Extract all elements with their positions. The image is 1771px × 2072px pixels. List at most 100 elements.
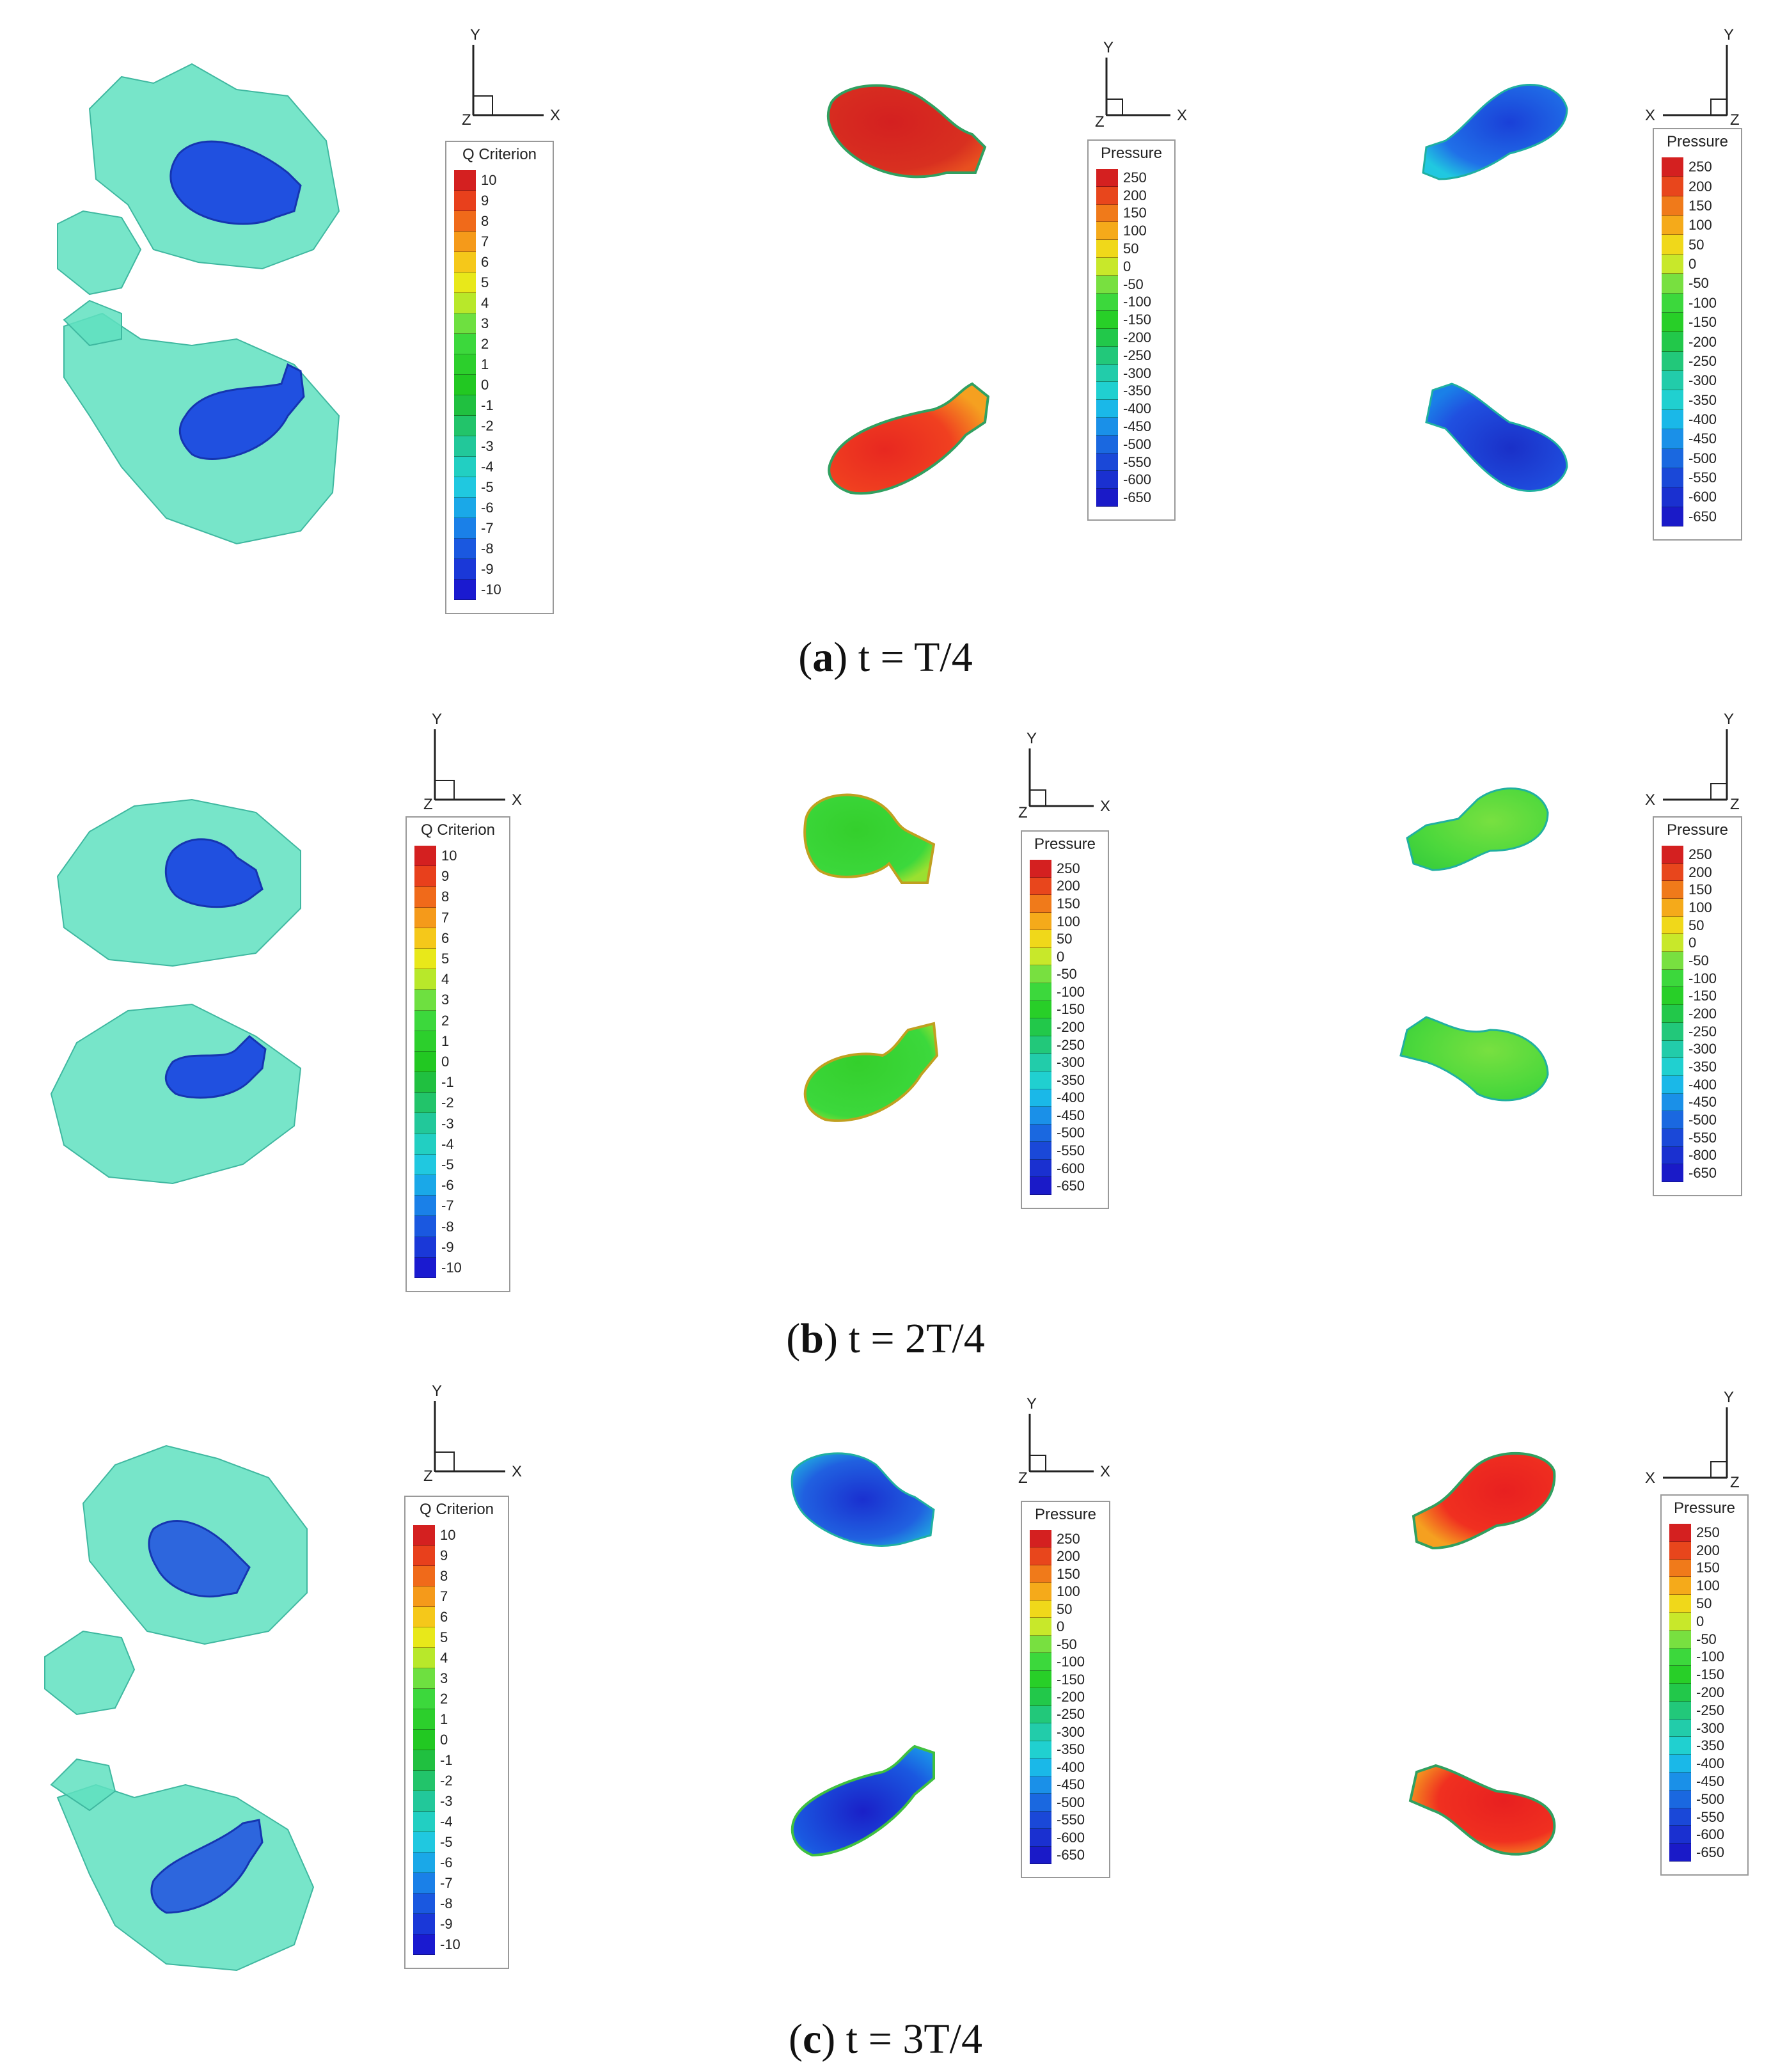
legend-color-bar xyxy=(414,846,436,1278)
legend-tick-label: 8 xyxy=(440,1568,448,1584)
legend-color-cell xyxy=(1669,1844,1691,1862)
caption-a: (a) t = T/4 xyxy=(798,634,973,681)
legend-tick-label: 150 xyxy=(1123,205,1147,221)
legend-color-cell xyxy=(1030,1000,1051,1019)
vortex-isosurface-view xyxy=(44,1444,315,1972)
legend-color-cell xyxy=(1662,390,1683,410)
caption-c: (c) t = 3T/4 xyxy=(789,2016,982,2062)
legend-color-cell xyxy=(454,211,476,232)
legend-tick-label: -350 xyxy=(1123,383,1152,399)
pressure-legend-1: Pressure 250 200 150 100 50 0 -50 -100 -150 -200 -… xyxy=(1087,139,1176,521)
legend-color-cell xyxy=(1096,418,1118,436)
legend-color-cell xyxy=(414,1031,436,1052)
legend-tick-label: 0 xyxy=(1057,948,1065,965)
legend-title: Pressure xyxy=(1100,145,1163,162)
legend-tick-label: -50 xyxy=(1688,275,1709,292)
legend-tick-label: 150 xyxy=(1688,882,1712,898)
legend-tick-label: -400 xyxy=(1057,1759,1085,1775)
legend-color-cell xyxy=(1096,382,1118,400)
svg-text:Z: Z xyxy=(1018,1469,1028,1487)
legend-color-cell xyxy=(1662,987,1683,1006)
legend-tick-label: 200 xyxy=(1696,1542,1720,1558)
legend-tick-label: 200 xyxy=(1123,187,1147,203)
vortex-isosurface-view xyxy=(57,63,340,545)
legend-tick-label: 100 xyxy=(1688,217,1712,233)
legend-color-cell xyxy=(454,498,476,518)
legend-color-cell xyxy=(1662,1111,1683,1129)
legend-color-cell xyxy=(1096,311,1118,329)
legend-color-cell xyxy=(1669,1595,1691,1613)
legend-tick-label: -550 xyxy=(1057,1143,1085,1159)
legend-tick-label: -300 xyxy=(1057,1723,1085,1740)
svg-text:X: X xyxy=(550,107,560,124)
legend-tick-label: 250 xyxy=(1688,159,1712,175)
legend-tick-label: 200 xyxy=(1057,878,1080,894)
panel-a: Y X Z Q Criterion 10 9 8 7 6 5 4 3 2 1 0 -1 -2 -3 -4 -5… xyxy=(0,0,1771,684)
legend-color-cell xyxy=(1669,1719,1691,1737)
legend-tick-label: -550 xyxy=(1057,1812,1085,1828)
legend-tick-label: 200 xyxy=(1057,1548,1080,1565)
legend-color-cell xyxy=(413,1730,435,1750)
axes-triad-p2: Y X Z xyxy=(1637,26,1752,131)
legend-tick-label: -600 xyxy=(1688,489,1717,505)
legend-tick-label: -50 xyxy=(1696,1631,1717,1647)
legend-tick-label: 5 xyxy=(441,951,450,967)
legend-color-cell xyxy=(1096,471,1118,489)
legend-color-cell xyxy=(1030,1054,1051,1072)
legend-tick-label: -50 xyxy=(1057,1636,1077,1652)
caption-b: (b) t = 2T/4 xyxy=(786,1315,985,1362)
legend-tick-label: -300 xyxy=(1688,1041,1717,1057)
legend-color-cell xyxy=(454,293,476,313)
legend-tick-label: 50 xyxy=(1696,1595,1712,1612)
legend-color-cell xyxy=(1669,1630,1691,1649)
legend-color-cell xyxy=(454,170,476,191)
legend-color-cell xyxy=(413,1750,435,1771)
svg-text:Z: Z xyxy=(1018,804,1028,821)
legend-color-cell xyxy=(1662,177,1683,196)
legend-tick-label: -550 xyxy=(1123,454,1152,470)
legend-color-cell xyxy=(1030,1794,1051,1812)
legend-tick-label: 100 xyxy=(1696,1578,1720,1594)
legend-tick-label: -2 xyxy=(441,1095,454,1111)
legend-tick-label: 250 xyxy=(1057,860,1080,876)
legend-color-cell xyxy=(1030,983,1051,1001)
svg-text:X: X xyxy=(1177,107,1187,124)
legend-color-cell xyxy=(414,866,436,887)
legend-tick-label: 0 xyxy=(1688,256,1697,273)
legend-color-bar xyxy=(1030,860,1051,1195)
legend-tick-label: -200 xyxy=(1123,329,1152,345)
legend-tick-label: -350 xyxy=(1688,1059,1717,1075)
legend-tick-label: 100 xyxy=(1688,899,1712,915)
legend-tick-label: -450 xyxy=(1688,431,1717,447)
legend-color-cell xyxy=(414,907,436,928)
legend-color-cell xyxy=(1030,1036,1051,1054)
legend-color-cell xyxy=(1030,1759,1051,1776)
legend-tick-label: -200 xyxy=(1057,1019,1085,1035)
legend-color-cell xyxy=(1030,895,1051,913)
legend-color-bar xyxy=(1669,1524,1691,1862)
legend-tick-label: 9 xyxy=(441,868,450,885)
legend-color-cell xyxy=(1096,293,1118,312)
legend-tick-label: -200 xyxy=(1688,333,1717,350)
legend-color-cell xyxy=(454,457,476,477)
legend-tick-label: 10 xyxy=(440,1527,456,1543)
legend-color-bar xyxy=(1096,169,1118,507)
legend-color-cell xyxy=(1030,1600,1051,1618)
axes-triad-q: Y X Z xyxy=(416,710,544,816)
legend-color-cell xyxy=(1662,1146,1683,1165)
legend-tick-label: -350 xyxy=(1696,1737,1725,1754)
legend-tick-label: 0 xyxy=(440,1732,448,1748)
legend-tick-label: -550 xyxy=(1688,1129,1717,1146)
q-criterion-legend: Q Criterion 10 9 8 7 6 5 4 3 2 1 0 -1 -2 -3 -4 -5 -6 -7 -8… xyxy=(405,816,510,1292)
legend-tick-label: -3 xyxy=(481,438,494,454)
legend-tick-label: 0 xyxy=(1057,1618,1065,1635)
svg-text:Y: Y xyxy=(470,26,480,43)
legend-tick-label: -1 xyxy=(441,1074,454,1091)
legend-tick-label: 10 xyxy=(441,848,457,864)
legend-color-cell xyxy=(1662,934,1683,953)
legend-tick-label: -800 xyxy=(1688,1147,1717,1164)
legend-color-cell xyxy=(1662,916,1683,935)
legend-color-cell xyxy=(413,1771,435,1791)
legend-tick-label: -3 xyxy=(441,1115,454,1132)
legend-color-cell xyxy=(1030,1618,1051,1636)
